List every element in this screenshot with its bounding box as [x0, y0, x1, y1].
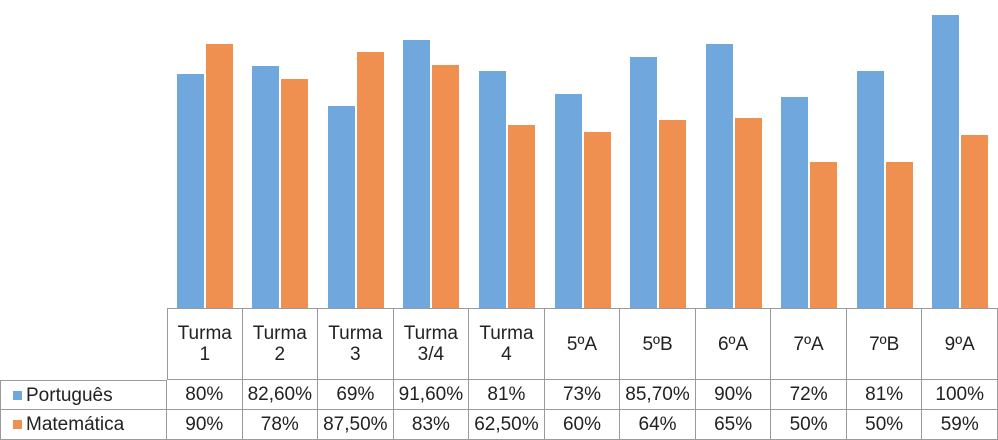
category-cell: 5ºB [620, 308, 696, 380]
bar [659, 120, 687, 308]
bar [810, 161, 838, 308]
value-label: 60% [544, 410, 621, 440]
bar [554, 94, 582, 308]
bar [281, 79, 309, 308]
legend-entry: Matemática [0, 410, 167, 440]
legend-marker [13, 390, 22, 400]
category-cell: 7ºB [846, 308, 923, 380]
bar [432, 64, 460, 308]
category-cell: Turma 3/4 [393, 308, 470, 380]
bar [478, 70, 506, 308]
legend-label: Português [26, 384, 113, 406]
category-cell: 5ºA [544, 308, 621, 380]
value-label: 87,50% [318, 410, 394, 440]
bar [734, 117, 762, 308]
category-cell: Turma 4 [469, 308, 545, 380]
value-label: 91,60% [393, 380, 470, 410]
value-label: 90% [695, 380, 772, 410]
value-label: 64% [620, 410, 696, 440]
bar [507, 124, 535, 308]
bar [176, 73, 204, 308]
value-label: 50% [771, 410, 847, 440]
value-label: 81% [469, 380, 545, 410]
bar [356, 51, 384, 308]
value-label: 69% [318, 380, 394, 410]
bar [961, 135, 989, 308]
category-cell: Turma 1 [167, 308, 243, 380]
bar [630, 56, 658, 308]
value-label: 72% [771, 380, 847, 410]
category-cell: 7ºA [771, 308, 847, 380]
legend-marker [13, 420, 22, 429]
value-label: 81% [846, 380, 923, 410]
value-label: 78% [242, 410, 319, 440]
category-cell: 6ºA [695, 308, 772, 380]
value-label: 83% [393, 410, 470, 440]
value-label: 62,50% [469, 410, 545, 440]
category-cell: Turma 2 [242, 308, 319, 380]
value-label: 65% [695, 410, 772, 440]
bar [403, 39, 431, 308]
legend-entry: Português [0, 380, 167, 410]
bar [205, 44, 233, 308]
bar [781, 97, 809, 308]
value-label: 50% [846, 410, 923, 440]
value-label: 59% [922, 410, 998, 440]
category-cell: Turma 3 [318, 308, 394, 380]
category-cell: 9ºA [922, 308, 998, 380]
legend-label: Matemática [26, 414, 125, 435]
value-label: 100% [922, 380, 998, 410]
bar [885, 161, 913, 308]
value-label: 80% [167, 380, 243, 410]
bar [932, 15, 960, 308]
bar [856, 70, 884, 308]
bar [583, 132, 611, 308]
bar [252, 65, 280, 308]
value-label: 90% [167, 410, 243, 440]
value-label: 82,60% [242, 380, 319, 410]
value-label: 85,70% [620, 380, 696, 410]
bar [327, 105, 355, 308]
value-label: 73% [544, 380, 621, 410]
bar [705, 44, 733, 308]
